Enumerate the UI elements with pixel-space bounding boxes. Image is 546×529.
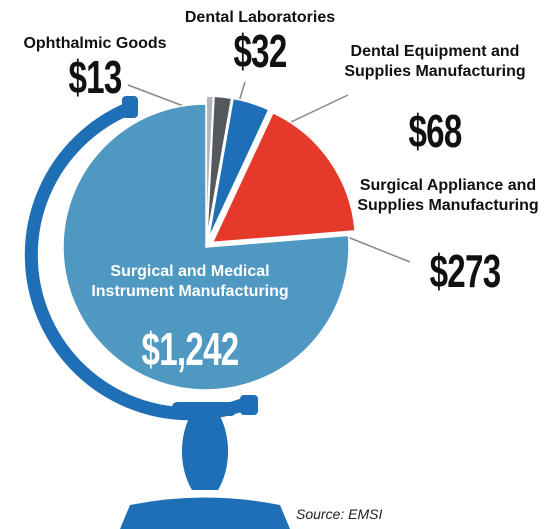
infographic: Source: EMSI Ophthalmic Goods$13Dental L… <box>0 0 546 529</box>
category-label: Dental Equipment and Supplies Manufactur… <box>330 42 540 82</box>
stand-base <box>120 498 290 529</box>
value-label: $273 <box>418 244 512 298</box>
category-label: Surgical Appliance and Supplies Manufact… <box>350 176 546 216</box>
stand-pole <box>182 416 228 490</box>
value-label: $32 <box>217 24 303 78</box>
stand-collar <box>172 402 236 416</box>
globe-cap <box>240 395 258 415</box>
source: Source: EMSI <box>296 506 382 522</box>
value-label: $68 <box>395 104 474 158</box>
category-label: Surgical and Medical Instrument Manufact… <box>70 262 310 302</box>
value-label: $1,242 <box>132 322 247 376</box>
value-label: $13 <box>55 50 134 104</box>
leader-line <box>345 236 410 262</box>
